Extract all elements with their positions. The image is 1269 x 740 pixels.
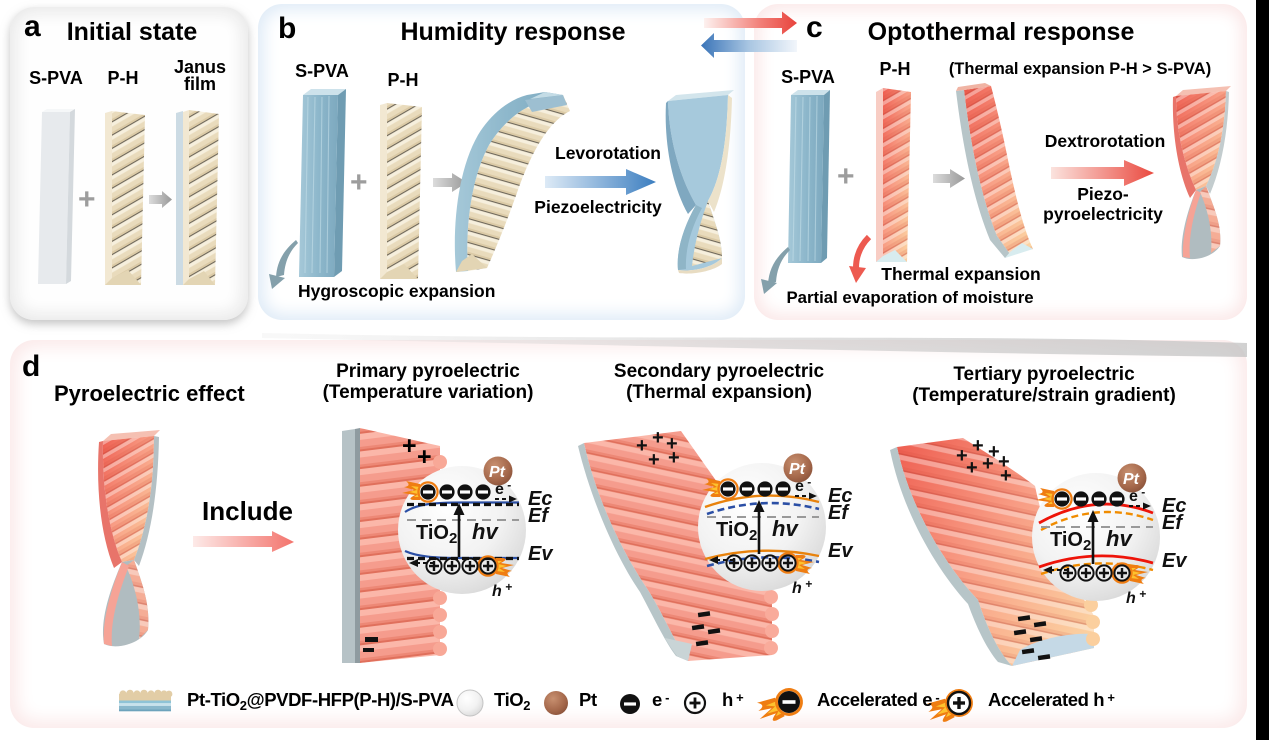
svg-text:+: +	[402, 432, 417, 460]
svg-text:+: +	[837, 160, 855, 193]
svg-text:+: +	[998, 451, 1010, 473]
svg-text:+: +	[417, 443, 432, 471]
svg-text:+: +	[78, 183, 96, 216]
svg-text:+: +	[350, 166, 368, 199]
svg-text:+: +	[982, 453, 994, 475]
svg-text:+: +	[636, 435, 648, 457]
svg-text:+: +	[1000, 465, 1012, 487]
svg-text:+: +	[648, 449, 660, 471]
svg-text:+: +	[966, 457, 978, 479]
svg-text:+: +	[972, 435, 984, 457]
svg-text:+: +	[956, 445, 968, 467]
svg-text:+: +	[666, 433, 678, 455]
svg-text:+: +	[988, 441, 1000, 463]
svg-text:+: +	[668, 447, 680, 469]
svg-text:+: +	[652, 427, 664, 449]
